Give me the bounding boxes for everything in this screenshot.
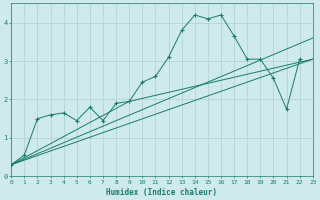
X-axis label: Humidex (Indice chaleur): Humidex (Indice chaleur) (107, 188, 218, 197)
